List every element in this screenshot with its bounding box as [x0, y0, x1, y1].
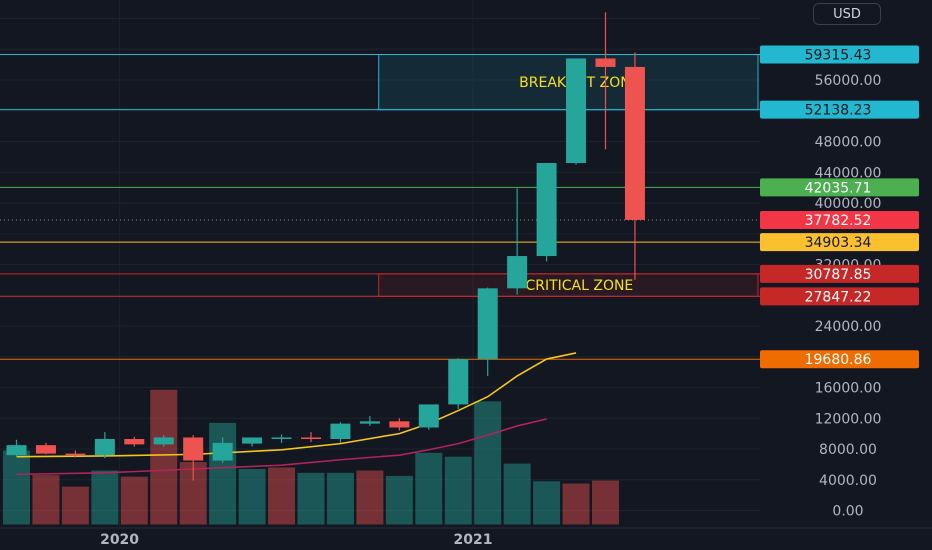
candle-body — [242, 437, 263, 444]
moving-averages — [16, 352, 577, 476]
y-tick-label: 48000.00 — [815, 135, 882, 151]
time-axis[interactable]: 2020 2021 — [0, 527, 932, 548]
volume-bar — [297, 472, 325, 525]
candles — [6, 12, 645, 481]
zone-label: CRITICAL ZONE — [525, 278, 633, 294]
volume-bars — [3, 389, 619, 525]
volume-bar — [444, 456, 472, 525]
volume-bar — [474, 401, 502, 525]
price-label-text: 37782.52 — [805, 213, 872, 229]
volume-bar — [562, 483, 590, 525]
price-label-text: 34903.34 — [805, 235, 872, 251]
y-tick-label: 12000.00 — [815, 411, 882, 427]
y-tick-label: 4000.00 — [819, 473, 877, 489]
volume-bar — [32, 475, 60, 525]
candle-body — [536, 163, 557, 257]
candle-body — [6, 445, 27, 456]
volume-bar — [3, 450, 30, 525]
volume-bar — [120, 476, 148, 525]
volume-bar — [238, 468, 266, 525]
price-label-text: 19680.86 — [805, 352, 872, 368]
volume-bar — [91, 470, 119, 525]
candle-body — [507, 256, 528, 289]
horizontal-lines — [0, 54, 760, 360]
price-label-box — [760, 350, 919, 369]
currency-button[interactable]: USD — [813, 3, 881, 25]
price-label-box — [760, 287, 919, 306]
candle-body — [124, 439, 145, 445]
candle-body — [183, 437, 204, 461]
candle-body — [624, 66, 645, 220]
y-tick-label: 56000.00 — [815, 73, 882, 89]
candle-body — [330, 423, 351, 440]
volume-bar — [503, 463, 531, 525]
candle-body — [271, 437, 292, 439]
volume-bar — [268, 467, 296, 525]
candle-body — [566, 58, 587, 164]
volume-bar — [533, 481, 561, 525]
candle-body — [65, 453, 86, 456]
candle-body — [359, 421, 380, 424]
y-tick-label: 24000.00 — [815, 319, 882, 335]
price-label-text: 52138.23 — [805, 103, 872, 119]
x-tick-label: 2020 — [100, 532, 139, 548]
candle-body — [595, 58, 616, 67]
x-tick-label: 2021 — [453, 532, 492, 548]
price-label-box — [760, 233, 919, 252]
candle-body — [94, 439, 115, 456]
price-line-labels: 59315.43 52138.23 42035.71 37782.52 34903.34… — [760, 45, 919, 369]
price-label-text: 27847.22 — [805, 289, 872, 305]
volume-bar — [385, 475, 413, 525]
candle-body — [389, 421, 410, 428]
y-tick-label: 40000.00 — [815, 196, 882, 212]
price-label-text: 30787.85 — [805, 267, 872, 283]
candle-body — [212, 442, 233, 461]
candle-body — [418, 404, 439, 428]
candle-body — [477, 288, 498, 360]
y-tick-label: 0.00 — [832, 504, 863, 520]
candle-body — [35, 445, 56, 454]
price-label-box — [760, 211, 919, 230]
ma-line — [16, 352, 577, 458]
candle-body — [448, 359, 469, 405]
price-label-box — [760, 45, 919, 64]
volume-bar — [356, 470, 384, 525]
y-tick-label: 8000.00 — [819, 442, 877, 458]
y-tick-label: 16000.00 — [815, 381, 882, 397]
price-label-box — [760, 100, 919, 119]
candle-body — [153, 437, 174, 445]
volume-bar — [61, 486, 89, 525]
price-label-box — [760, 178, 919, 197]
price-label-box — [760, 264, 919, 283]
volume-bar — [592, 480, 619, 525]
volume-bar — [326, 472, 354, 525]
volume-bar — [150, 389, 178, 525]
candle-body — [301, 437, 321, 440]
price-label-text: 42035.71 — [805, 180, 872, 196]
y-tick-label: 44000.00 — [815, 165, 882, 181]
volume-bar — [415, 452, 443, 525]
ma-line — [16, 418, 547, 476]
price-label-text: 59315.43 — [805, 48, 872, 64]
